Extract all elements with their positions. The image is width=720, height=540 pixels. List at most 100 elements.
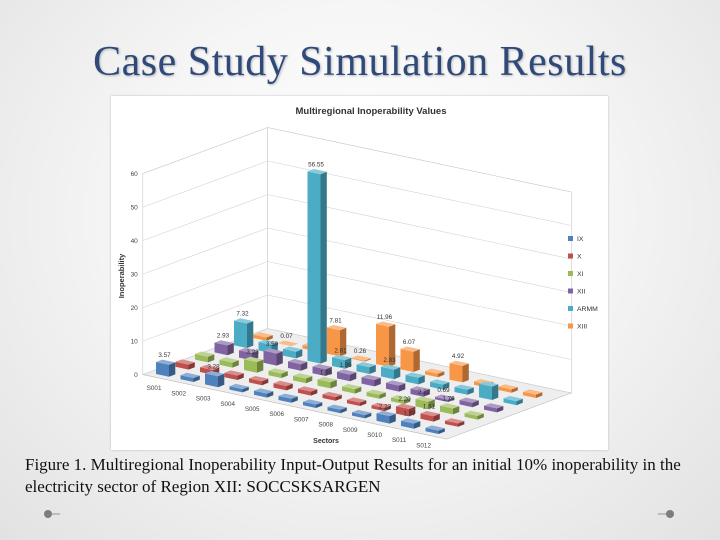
bar-side-face (433, 413, 440, 422)
bar-front-face (376, 323, 389, 367)
bar-front-face (503, 398, 517, 406)
bar-side-face (340, 327, 347, 357)
legend-label-ARMM: ARMM (577, 306, 598, 313)
data-label: 4.92 (452, 353, 465, 360)
bar-ARMM-S005 (332, 354, 352, 369)
bar-side-face (316, 402, 323, 408)
bar-top-face (410, 386, 430, 392)
bar-side-face (355, 386, 362, 394)
chart-walls (142, 127, 572, 394)
bar-top-face (327, 325, 347, 331)
bar-front-face (352, 412, 365, 419)
bar-X-S007 (322, 391, 342, 401)
bar-top-face (337, 369, 357, 375)
chart-gridline (142, 294, 572, 360)
chart-gridline (142, 194, 572, 260)
bar-top-face (175, 359, 195, 365)
bar-X-S009 (371, 402, 391, 412)
bar-XIII-S011 (498, 384, 518, 393)
x-tick-label: S005 (245, 406, 260, 413)
bar-front-face (180, 375, 194, 382)
bar-side-face (325, 366, 332, 376)
bar-front-face (381, 366, 394, 380)
bar-side-face (208, 354, 215, 363)
bar-side-face (389, 413, 396, 424)
bar-top-face (425, 425, 445, 431)
bar-side-face (267, 391, 274, 398)
bar-IX-S002 (180, 372, 200, 382)
data-label: 1.96 (339, 362, 352, 369)
bar-XI-S003 (244, 356, 264, 373)
bar-side-face (193, 375, 200, 382)
x-tick-label: S004 (220, 401, 235, 408)
bar-front-face (249, 378, 262, 386)
bar-ARMM-S007 (381, 364, 401, 380)
bar-top-face (415, 396, 435, 402)
bar-side-face (374, 377, 381, 387)
bar-top-face (293, 373, 313, 379)
bar-side-face (399, 383, 406, 392)
bar-IX-S004 (229, 383, 249, 393)
bar-front-face (376, 413, 390, 424)
bar-front-face (400, 348, 414, 372)
bar-XI-S005 (293, 373, 313, 384)
bar-front-face (219, 359, 233, 368)
bar-top-face (400, 346, 420, 352)
bar-top-face (440, 403, 460, 409)
bar-top-face (244, 356, 264, 362)
bar-front-face (205, 373, 218, 388)
bar-XIII-S005 (351, 355, 371, 362)
legend-swatch-X (568, 253, 573, 259)
bar-XII-S004 (288, 359, 308, 371)
bar-side-face (428, 399, 435, 410)
bar-front-face (278, 343, 291, 346)
bar-XIII-S006 (376, 321, 396, 367)
bar-XII-S010 (435, 394, 455, 402)
bar-X-S003 (224, 370, 244, 380)
bar-side-face (409, 406, 416, 417)
legend-label-XI: XI (577, 271, 584, 278)
bar-side-face (472, 400, 479, 408)
bar-front-face (449, 363, 463, 383)
bar-side-face (301, 361, 308, 371)
bar-top-face (401, 418, 421, 424)
data-label: 1.61 (423, 403, 436, 410)
bar-front-face (263, 350, 277, 366)
bar-top-face (195, 351, 215, 357)
bar-side-face (423, 389, 430, 397)
bar-front-face (410, 388, 424, 397)
bar-side-face (467, 387, 474, 395)
y-tick-label: 30 (131, 272, 139, 279)
bar-front-face (415, 399, 429, 410)
bar-top-face (503, 396, 523, 402)
bar-front-face (195, 353, 208, 363)
y-tick-label: 10 (131, 339, 139, 346)
bar-ARMM-S011 (479, 381, 499, 400)
bar-front-face (464, 413, 478, 420)
legend-swatch-XII (568, 288, 573, 294)
bar-XIII-S008 (425, 368, 445, 378)
bar-front-face (254, 390, 267, 398)
bar-front-face (283, 348, 296, 359)
chart-x-axis-title: Sectors (313, 438, 339, 445)
x-tick-label: S001 (147, 385, 162, 392)
bar-top-face (312, 364, 332, 370)
y-tick-label: 50 (131, 205, 139, 212)
data-label: 2.61 (334, 347, 347, 354)
bar-XII-S011 (459, 397, 479, 408)
bar-IX-S012 (425, 425, 445, 434)
data-label: 3.23 (246, 349, 259, 356)
bar-side-face (438, 428, 445, 434)
bar-side-face (536, 392, 543, 398)
bar-front-face (435, 396, 448, 402)
bar-side-face (340, 407, 347, 414)
bar-side-face (237, 373, 244, 380)
bar-front-face (303, 401, 316, 408)
bar-front-face (234, 320, 247, 348)
bar-top-face (307, 169, 327, 175)
bar-side-face (360, 400, 367, 406)
bar-front-face (454, 387, 468, 395)
bar-front-face (337, 371, 350, 382)
bar-side-face (276, 351, 283, 366)
x-tick-label: S008 (318, 422, 333, 429)
